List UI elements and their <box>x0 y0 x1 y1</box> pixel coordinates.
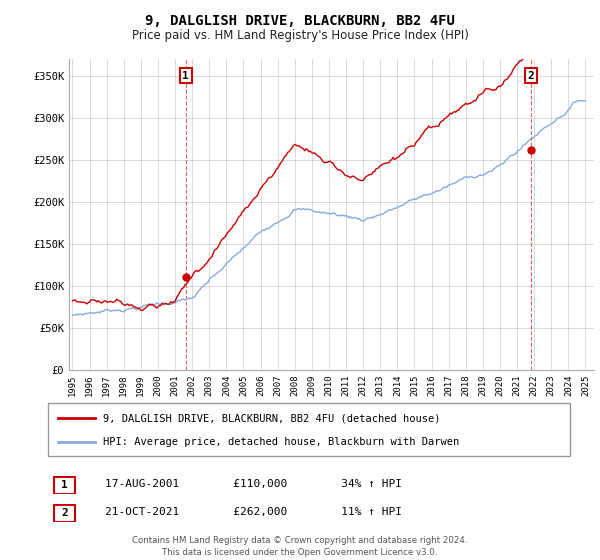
Text: HPI: Average price, detached house, Blackburn with Darwen: HPI: Average price, detached house, Blac… <box>103 436 459 446</box>
Text: 9, DALGLISH DRIVE, BLACKBURN, BB2 4FU (detached house): 9, DALGLISH DRIVE, BLACKBURN, BB2 4FU (d… <box>103 413 440 423</box>
FancyBboxPatch shape <box>54 477 76 493</box>
Text: Price paid vs. HM Land Registry's House Price Index (HPI): Price paid vs. HM Land Registry's House … <box>131 29 469 42</box>
FancyBboxPatch shape <box>54 505 76 521</box>
Text: 9, DALGLISH DRIVE, BLACKBURN, BB2 4FU: 9, DALGLISH DRIVE, BLACKBURN, BB2 4FU <box>145 14 455 28</box>
FancyBboxPatch shape <box>48 403 570 456</box>
Text: 21-OCT-2021        £262,000        11% ↑ HPI: 21-OCT-2021 £262,000 11% ↑ HPI <box>105 507 402 517</box>
Text: 2: 2 <box>527 71 534 81</box>
Text: Contains HM Land Registry data © Crown copyright and database right 2024.
This d: Contains HM Land Registry data © Crown c… <box>132 536 468 557</box>
Text: 1: 1 <box>182 71 189 81</box>
Text: 1: 1 <box>61 480 68 490</box>
Text: 17-AUG-2001        £110,000        34% ↑ HPI: 17-AUG-2001 £110,000 34% ↑ HPI <box>105 479 402 489</box>
Text: 2: 2 <box>61 508 68 518</box>
